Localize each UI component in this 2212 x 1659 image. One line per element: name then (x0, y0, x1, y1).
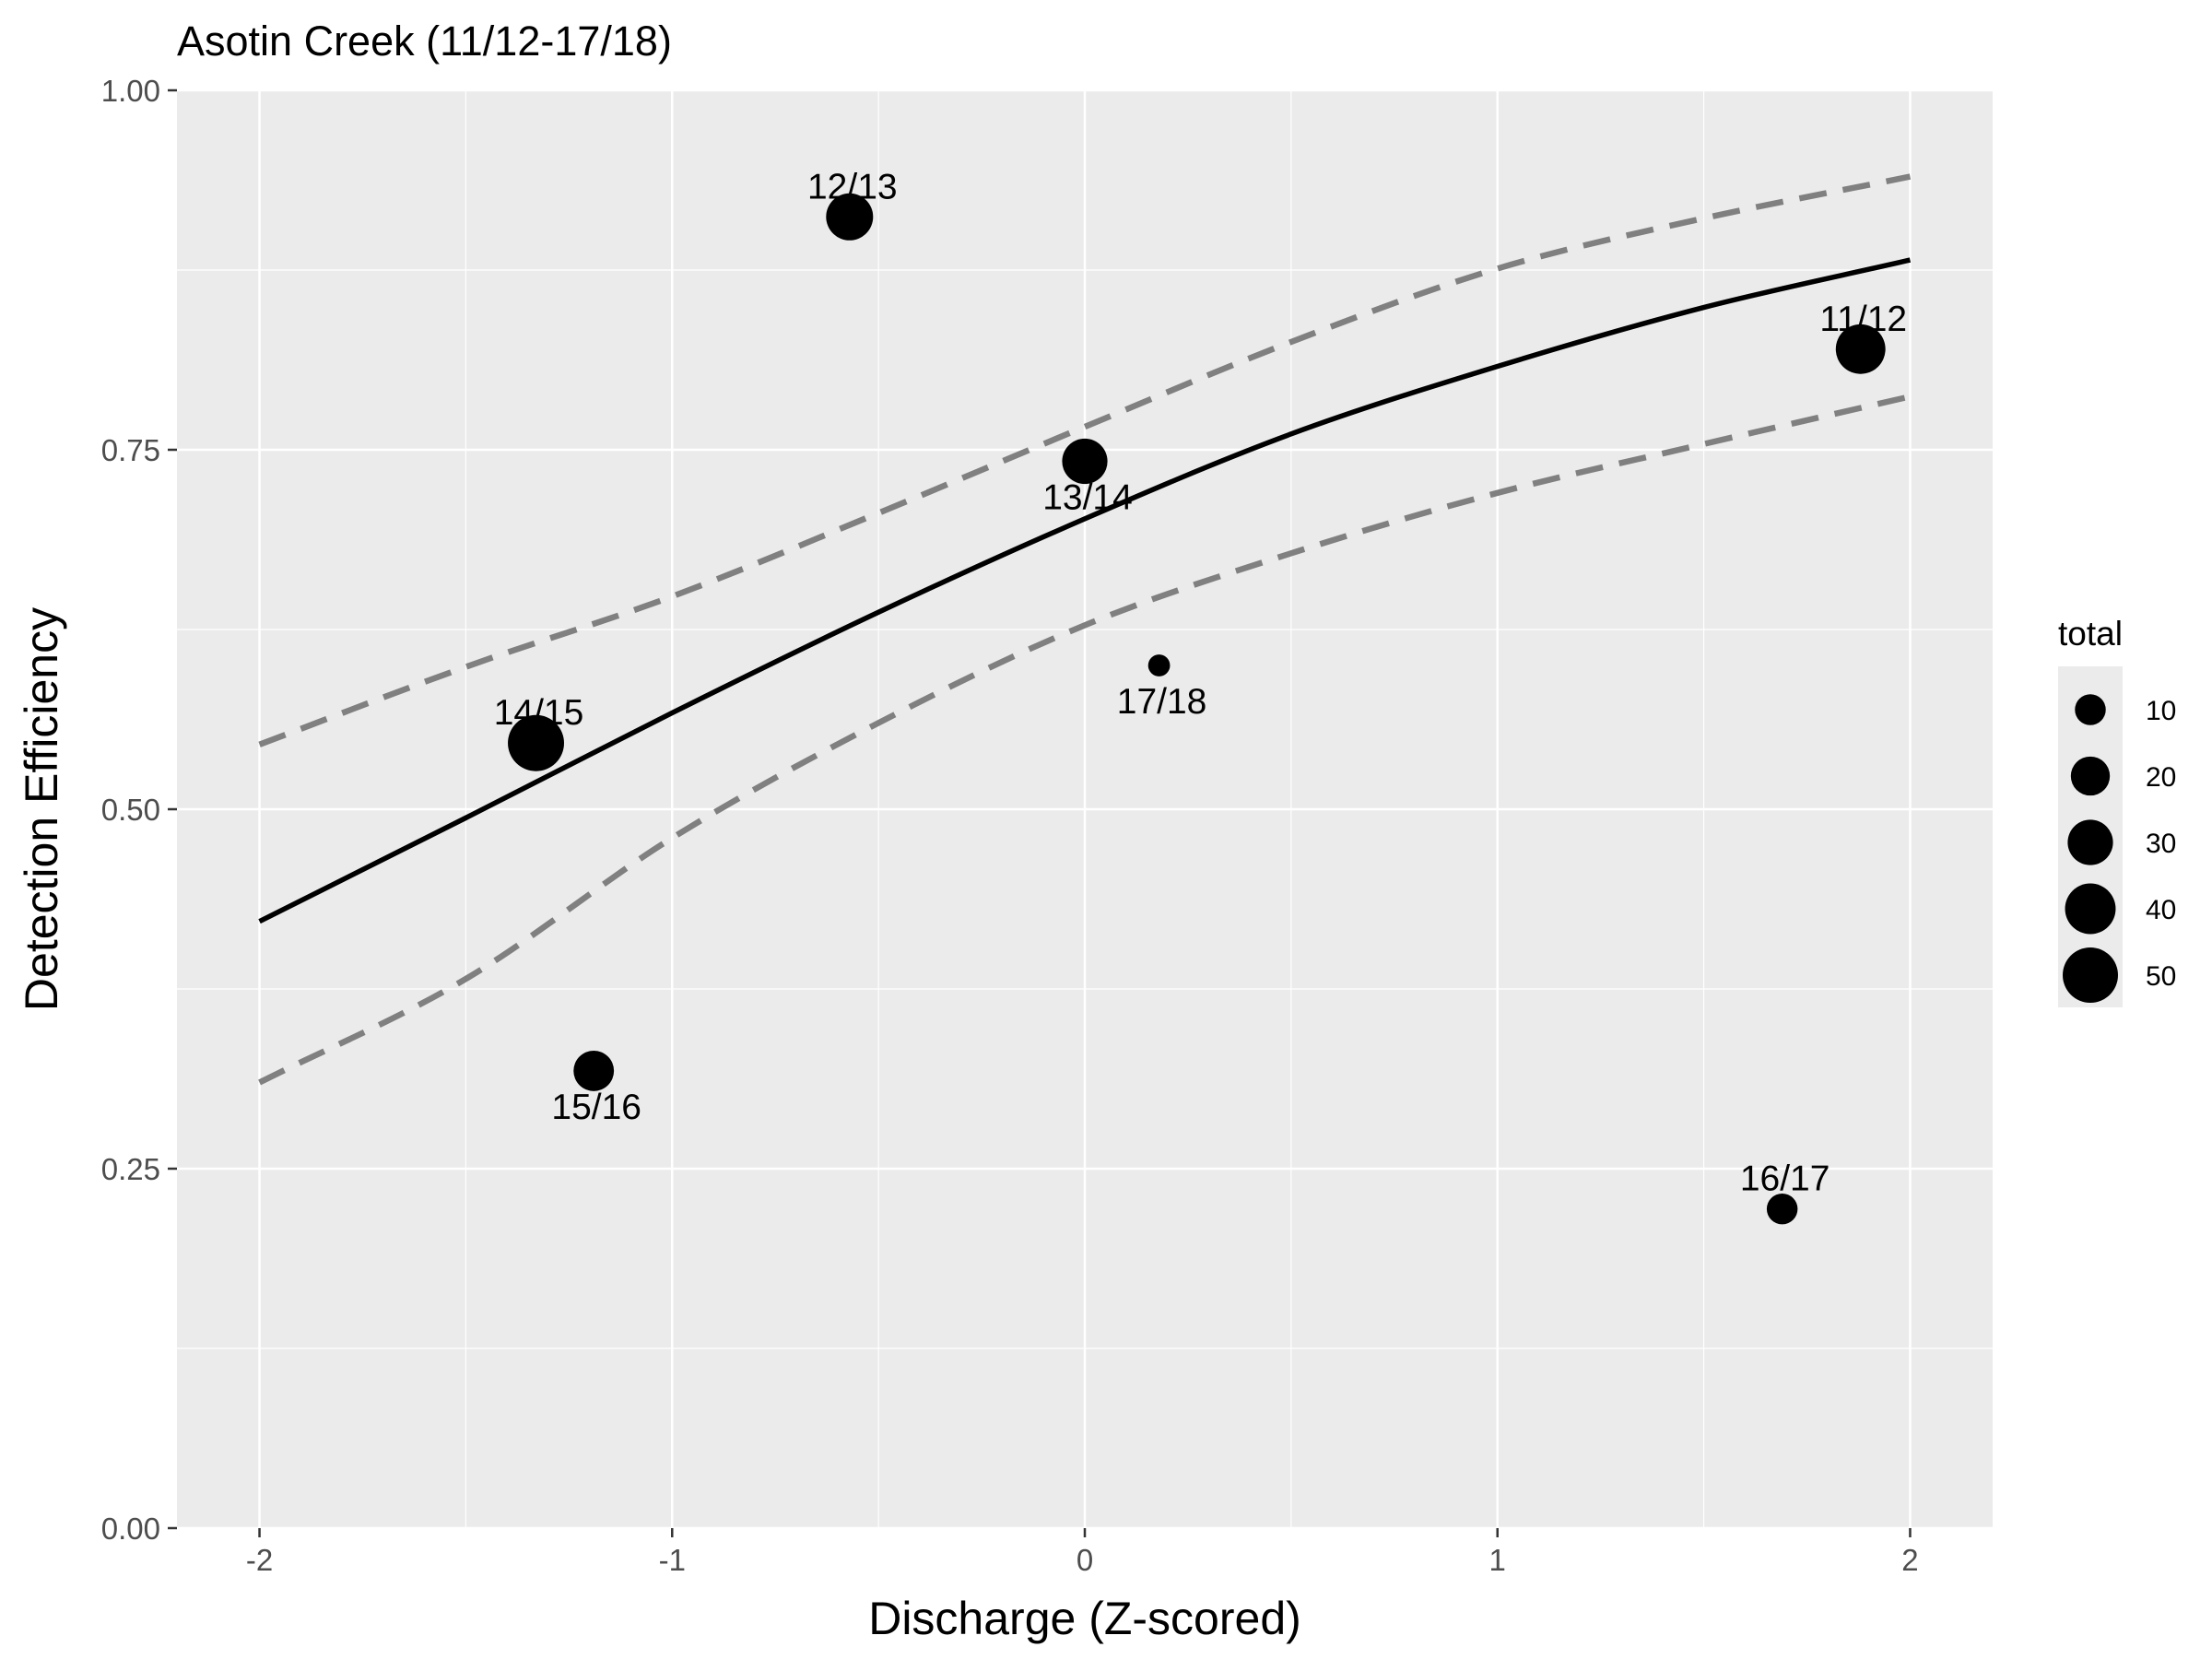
data-point (508, 714, 564, 771)
x-tick-label: 2 (1901, 1543, 1918, 1577)
data-point (1835, 324, 1886, 374)
legend-label: 10 (2146, 696, 2176, 726)
legend-label: 20 (2146, 762, 2176, 793)
data-point (1147, 654, 1171, 677)
legend-title: total (2058, 615, 2123, 653)
legend-label: 40 (2146, 895, 2176, 925)
chart-title: Asotin Creek (11/12-17/18) (177, 18, 672, 65)
point-label: 16/17 (1740, 1159, 1830, 1199)
x-axis-title: Discharge (Z-scored) (868, 1593, 1301, 1644)
data-point (573, 1051, 615, 1091)
points-layer: 11/12 12/13 13/14 14/15 15/16 16/17 17/18 (494, 167, 1907, 1225)
y-axis-title: Detection Efficiency (16, 607, 67, 1011)
point-label: 12/13 (807, 167, 898, 206)
data-point (826, 193, 874, 241)
point-label: 17/18 (1117, 682, 1207, 722)
data-point (1766, 1193, 1798, 1225)
fitted-curve-line (258, 257, 1912, 924)
legend-label: 50 (2146, 961, 2176, 992)
y-tick-label: 0.50 (101, 793, 160, 827)
y-tick-label: 0.00 (101, 1512, 160, 1546)
point-label: 11/12 (1819, 300, 1907, 339)
point-label: 13/14 (1042, 477, 1133, 517)
legend-key-circle (2065, 883, 2116, 935)
legend-label: 30 (2146, 829, 2176, 859)
x-tick-label: -1 (659, 1543, 686, 1577)
axes: -2 -1 0 1 2 0.00 0.25 0.50 0.75 1.00 (101, 74, 1919, 1577)
x-tick-label: 1 (1489, 1543, 1506, 1577)
legend-key-circle (2063, 947, 2118, 1003)
legend-key-circle (2075, 694, 2106, 725)
legend-key-circle (2070, 756, 2111, 796)
x-tick-label: -2 (246, 1543, 273, 1577)
confidence-lower-line (258, 394, 1912, 1086)
y-tick-label: 0.25 (101, 1152, 160, 1186)
data-point (1062, 438, 1108, 485)
y-tick-label: 1.00 (101, 74, 160, 108)
series-layer (258, 173, 1912, 1086)
legend: total 10 20 30 40 50 (2058, 615, 2176, 1007)
confidence-upper-line (258, 173, 1912, 747)
point-label: 15/16 (551, 1088, 641, 1127)
y-tick-label: 0.75 (101, 433, 160, 467)
x-tick-label: 0 (1077, 1543, 1093, 1577)
point-label: 14/15 (494, 693, 584, 733)
legend-key-circle (2067, 819, 2113, 865)
